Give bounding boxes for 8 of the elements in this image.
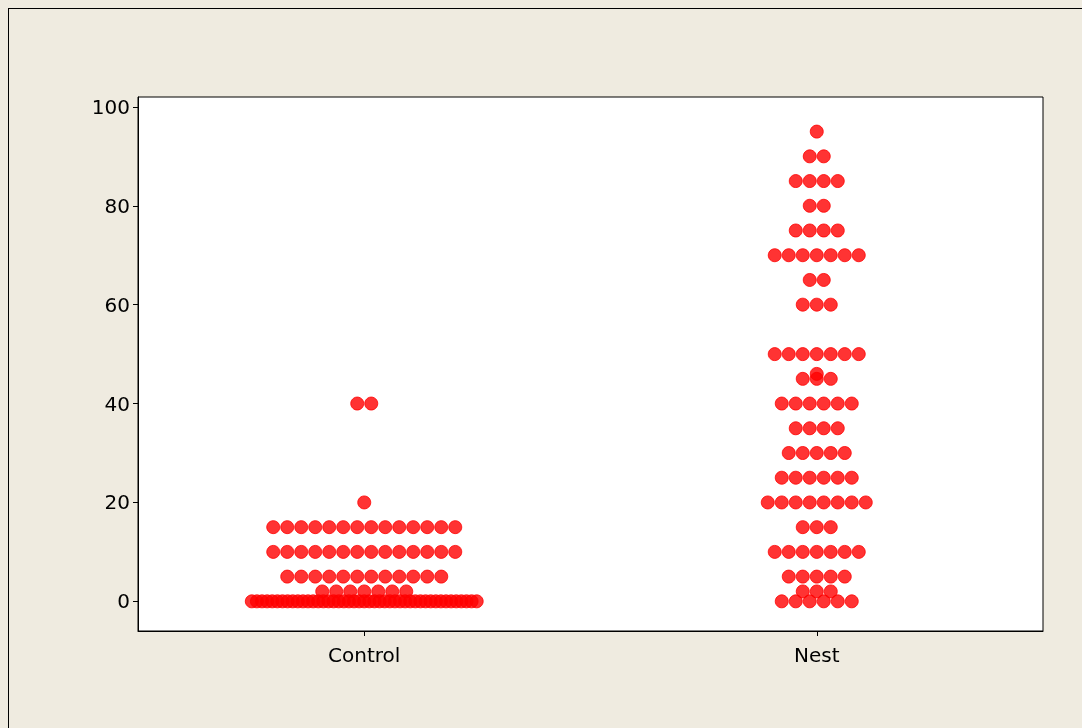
y-tick-label: 40 [104,391,130,416]
y-tick-label: 20 [104,490,130,515]
y-tick-label: 60 [104,292,130,317]
y-tick-label: 80 [104,193,130,218]
x-tick-label: Control [328,643,401,667]
y-tick-label: 100 [91,94,130,119]
x-tick-label: Nest [793,643,840,667]
y-tick-label: 0 [117,589,130,614]
